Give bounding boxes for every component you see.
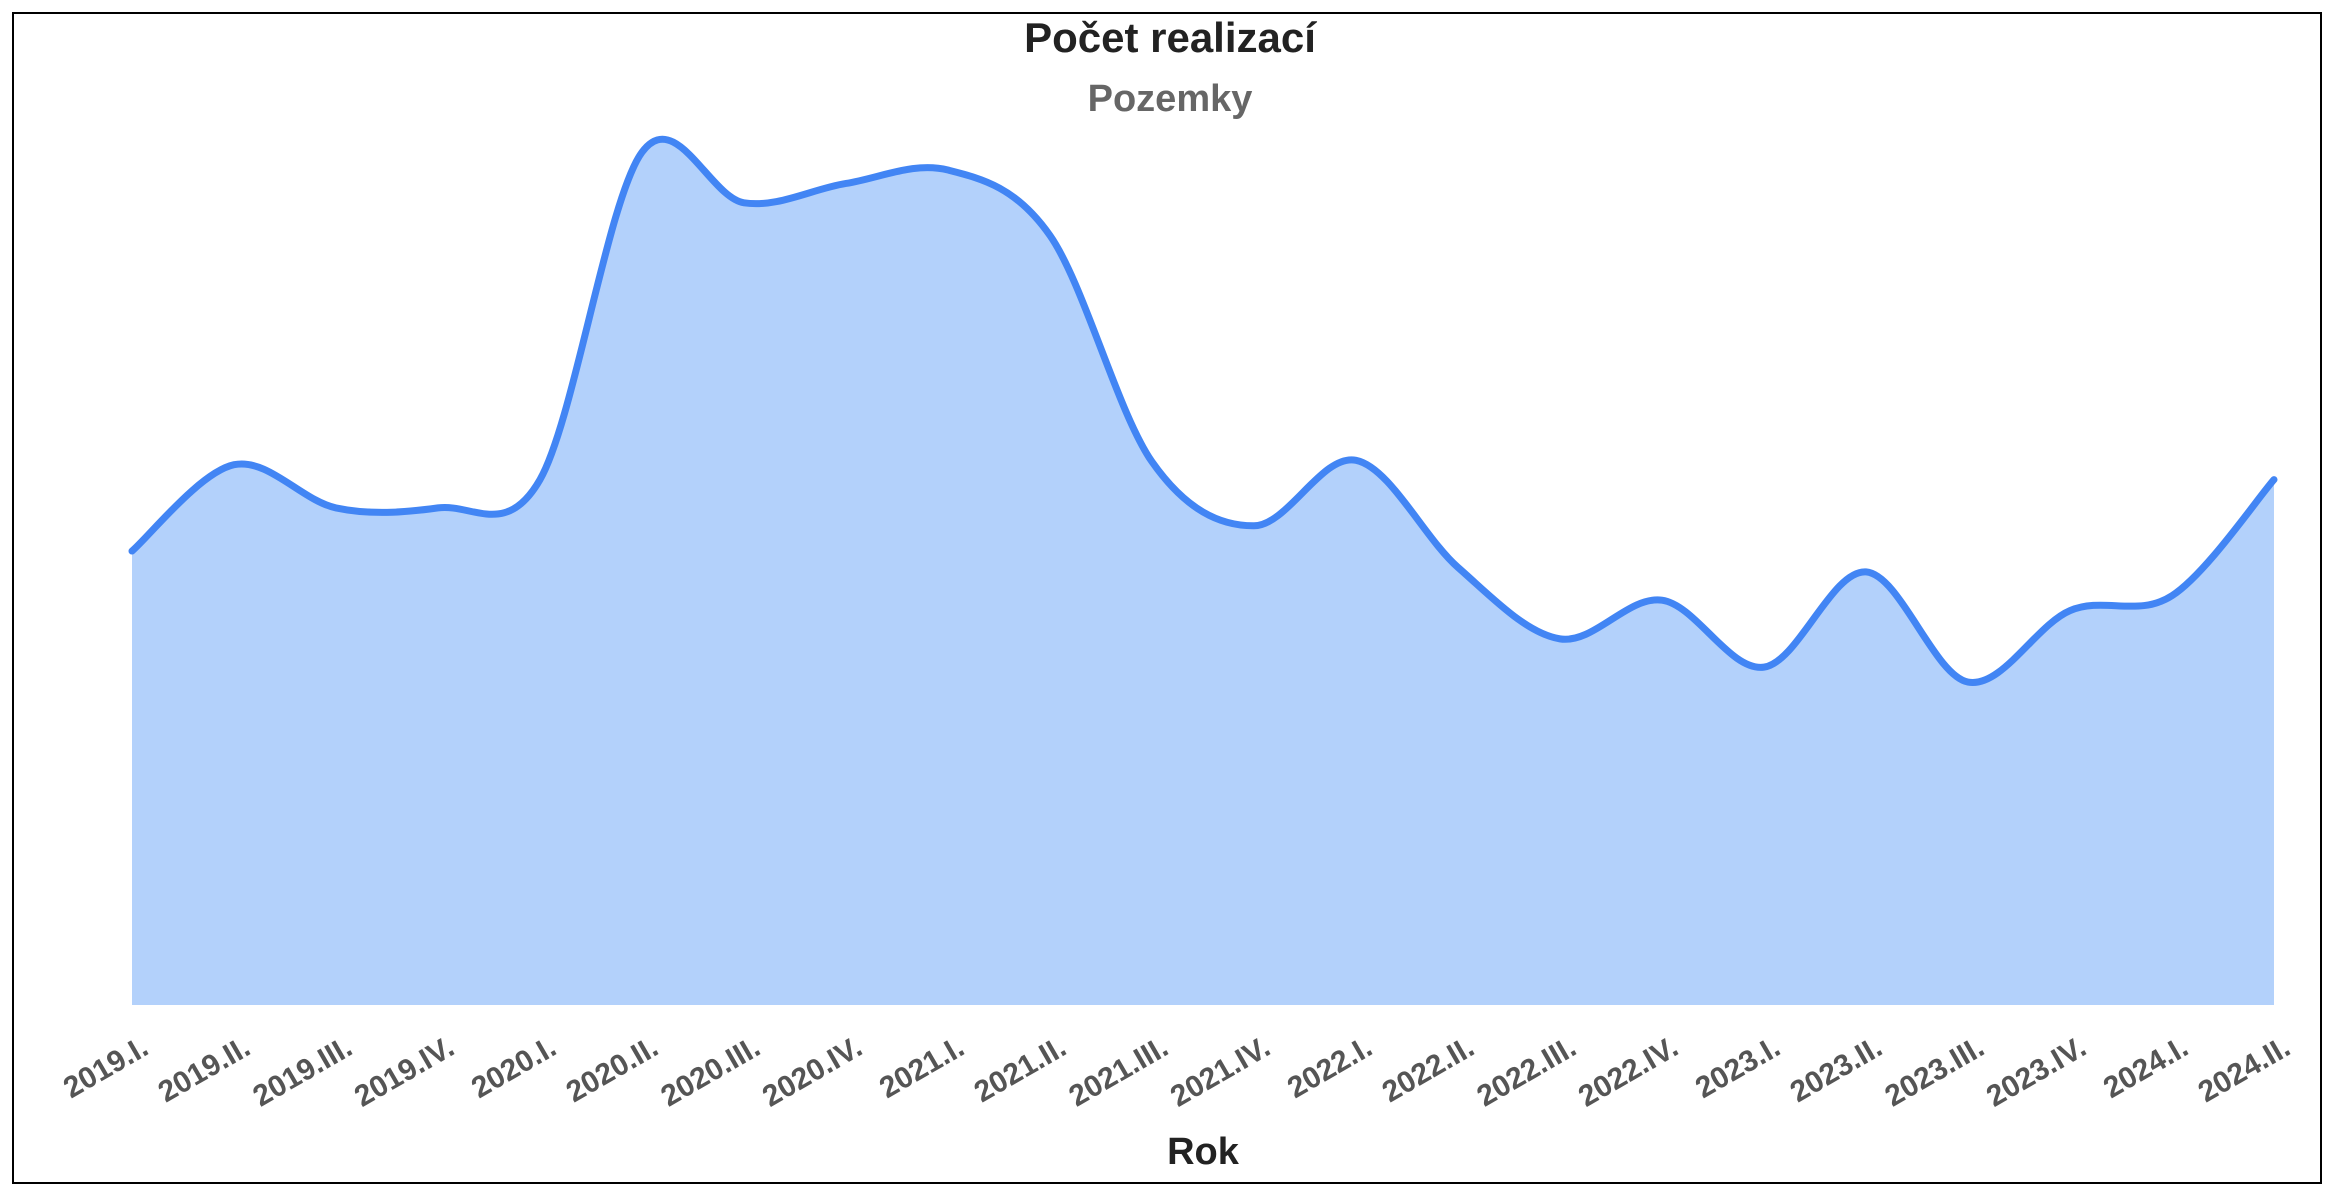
- x-tick-label: 2023.I.: [1690, 1030, 1786, 1104]
- x-tick-label: 2023.IV.: [1981, 1030, 2092, 1113]
- area-fill: [132, 139, 2274, 1006]
- x-tick-label: 2022.I.: [1282, 1030, 1378, 1104]
- x-tick-label: 2021.IV.: [1165, 1030, 1276, 1113]
- chart-subtitle: Pozemky: [1088, 78, 1253, 120]
- area-line: [128, 135, 2278, 686]
- x-tick-label: 2023.III.: [1880, 1030, 1990, 1113]
- x-tick-label: 2020.I.: [466, 1030, 562, 1104]
- x-tick-label: 2019.III.: [248, 1030, 358, 1113]
- x-tick-label: 2019.II.: [153, 1030, 256, 1109]
- x-tick-label: 2022.II.: [1377, 1030, 1480, 1109]
- chart-border: [12, 12, 2322, 1184]
- x-tick-label: 2024.I.: [2098, 1030, 2194, 1104]
- x-tick-label: 2022.III.: [1472, 1030, 1582, 1113]
- x-tick-label: 2023.II.: [1785, 1030, 1888, 1109]
- x-tick-label: 2024.II.: [2193, 1030, 2296, 1109]
- chart-title: Počet realizací: [1024, 14, 1317, 61]
- x-tick-label: 2021.II.: [969, 1030, 1072, 1109]
- x-tick-label: 2020.IV.: [757, 1030, 868, 1113]
- x-axis-label: Rok: [1167, 1131, 1240, 1173]
- x-tick-label: 2020.III.: [656, 1030, 766, 1113]
- x-tick-label: 2019.I.: [58, 1030, 154, 1104]
- x-tick-label: 2021.III.: [1064, 1030, 1174, 1113]
- x-tick-label: 2021.I.: [874, 1030, 970, 1104]
- x-tick-label: 2019.IV.: [349, 1030, 460, 1113]
- x-tick-label: 2022.IV.: [1573, 1030, 1684, 1113]
- x-tick-label: 2020.II.: [561, 1030, 664, 1109]
